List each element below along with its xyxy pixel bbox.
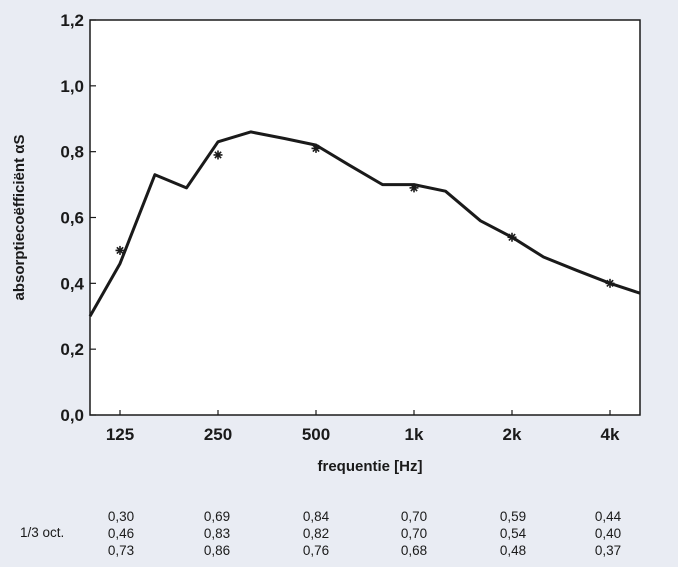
asterisk-marker — [507, 232, 517, 242]
table-cell: 0,40 — [594, 526, 622, 541]
table-cell: 0,44 — [594, 509, 622, 524]
table-cell: 0,68 — [400, 543, 428, 558]
table-column-4k: 0,44 0,40 0,37 — [583, 508, 633, 559]
x-tick-label: 250 — [204, 425, 232, 444]
asterisk-marker — [311, 143, 321, 153]
table-column-500: 0,84 0,82 0,76 — [291, 508, 341, 559]
table-column-125: 0,30 0,46 0,73 — [96, 508, 146, 559]
absorption-chart: 0,0 0,2 0,4 0,6 0,8 1,0 1,2 125 250 500 1k 2k 4k ab… — [11, 11, 641, 475]
table-row-label: 1/3 oct. — [20, 525, 65, 540]
y-tick-label: 0,2 — [60, 340, 84, 359]
y-tick-label: 1,2 — [60, 11, 84, 30]
y-axis-label: absorptiecoëfficiënt αS — [11, 135, 28, 301]
asterisk-marker — [409, 183, 419, 193]
y-tick-label: 0,6 — [60, 209, 84, 228]
y-tick-label: 0,4 — [60, 274, 84, 293]
octave-markers — [115, 143, 615, 288]
one-third-octave-table: 1/3 oct. 0,30 0,46 0,73 0,69 0,83 0,86 0… — [0, 506, 678, 567]
table-cell: 0,86 — [203, 543, 231, 558]
table-column-2k: 0,59 0,54 0,48 — [488, 508, 538, 559]
x-tick-label: 1k — [405, 425, 424, 444]
asterisk-marker — [605, 278, 615, 288]
asterisk-marker — [213, 150, 223, 160]
x-tick-label: 125 — [106, 425, 134, 444]
y-tick-label: 0,8 — [60, 143, 84, 162]
absorption-curve-1-3-octave — [88, 130, 641, 318]
table-cell: 0,37 — [594, 543, 622, 558]
table-cell: 0,59 — [499, 509, 527, 524]
x-axis-label: frequentie [Hz] — [318, 458, 423, 475]
asterisk-marker — [115, 245, 125, 255]
x-axis: 125 250 500 1k 2k 4k — [106, 410, 620, 444]
table-cell: 0,82 — [302, 526, 330, 541]
table-column-1k: 0,70 0,70 0,68 — [389, 508, 439, 559]
table-column-250: 0,69 0,83 0,86 — [192, 508, 242, 559]
x-tick-label: 4k — [601, 425, 620, 444]
plot-area — [89, 19, 641, 416]
x-tick-label: 2k — [503, 425, 522, 444]
table-cell: 0,46 — [107, 526, 135, 541]
table-cell: 0,73 — [107, 543, 135, 558]
table-cell: 0,30 — [107, 509, 135, 524]
table-cell: 0,54 — [499, 526, 527, 541]
table-cell: 0,76 — [302, 543, 330, 558]
table-cell: 0,70 — [400, 526, 428, 541]
x-tick-label: 500 — [302, 425, 330, 444]
y-axis: 0,0 0,2 0,4 0,6 0,8 1,0 1,2 — [60, 11, 96, 425]
y-tick-label: 0,0 — [60, 406, 84, 425]
table-cell: 0,69 — [203, 509, 231, 524]
table-cell: 0,70 — [400, 509, 428, 524]
table-cell: 0,48 — [499, 543, 527, 558]
table-cell: 0,83 — [203, 526, 231, 541]
y-tick-label: 1,0 — [60, 77, 84, 96]
table-cell: 0,84 — [302, 509, 330, 524]
